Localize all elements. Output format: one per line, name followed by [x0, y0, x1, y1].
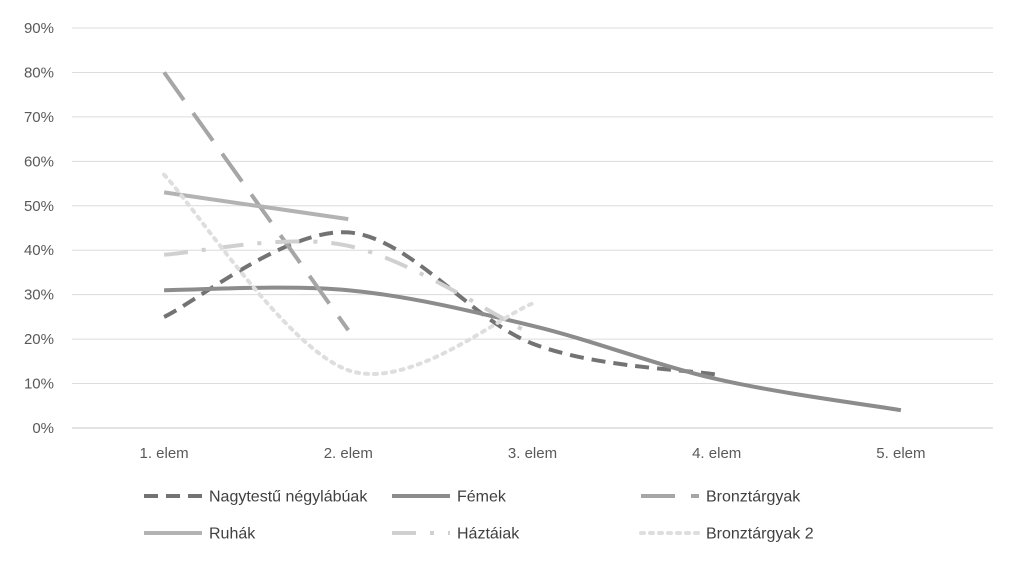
legend-label: Háztáiak	[457, 526, 520, 543]
legend-item: Háztáiak	[392, 526, 520, 543]
legend-label: Ruhák	[209, 526, 256, 543]
series-line-1	[163, 230, 718, 377]
legend-item: Ruhák	[144, 526, 256, 543]
x-tick-label: 5. elem	[876, 445, 925, 462]
y-tick-label: 10%	[24, 376, 54, 393]
legend-item: Nagytestű négylábúak	[144, 489, 368, 506]
series-lines	[162, 71, 902, 413]
legend-item: Fémek	[392, 489, 507, 506]
y-tick-label: 50%	[24, 198, 54, 215]
legend-label: Bronztárgyak	[706, 489, 801, 506]
gridlines	[72, 27, 993, 429]
y-tick-label: 20%	[24, 331, 54, 348]
y-tick-label: 80%	[24, 64, 54, 81]
x-tick-label: 4. elem	[692, 445, 741, 462]
x-tick-label: 1. elem	[139, 445, 188, 462]
y-tick-label: 70%	[24, 109, 54, 126]
y-axis-ticks: 0% 10% 20% 30% 40% 50% 60% 70% 80% 90%	[24, 20, 54, 437]
legend-label: Nagytestű négylábúak	[209, 489, 368, 506]
x-tick-label: 3. elem	[508, 445, 557, 462]
series-line-3	[162, 71, 350, 332]
legend-item: Bronztárgyak	[641, 489, 801, 506]
series-line-5	[164, 239, 534, 337]
series-line-6	[162, 172, 535, 376]
y-tick-label: 90%	[24, 20, 54, 37]
x-tick-label: 2. elem	[324, 445, 373, 462]
y-tick-label: 30%	[24, 287, 54, 304]
x-axis-ticks: 1. elem 2. elem 3. elem 4. elem 5. elem	[139, 445, 925, 462]
legend-item: Bronztárgyak 2	[639, 526, 814, 543]
y-tick-label: 40%	[24, 242, 54, 259]
y-tick-label: 0%	[32, 420, 54, 437]
y-tick-label: 60%	[24, 153, 54, 170]
legend-label: Fémek	[457, 489, 507, 506]
series-line-2	[164, 285, 902, 413]
series-line-4	[163, 190, 349, 222]
legend-label: Bronztárgyak 2	[706, 526, 814, 543]
legend: Nagytestű négylábúak Fémek Bronztárgyak Ruh…	[144, 489, 814, 543]
